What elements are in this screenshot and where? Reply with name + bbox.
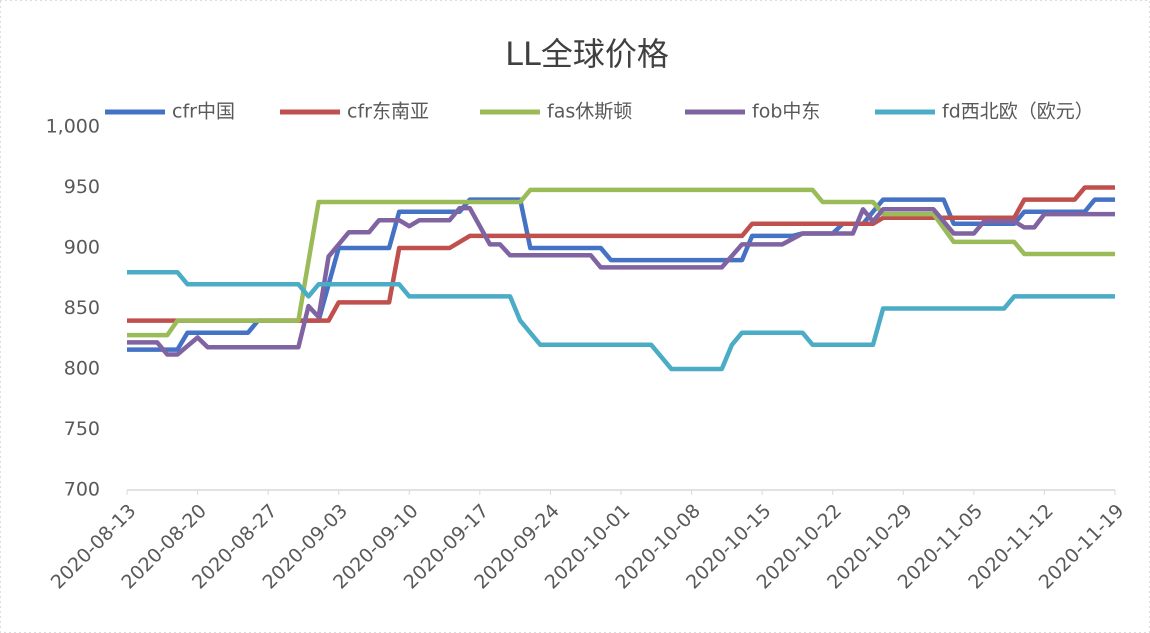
legend-label: fd西北欧（欧元） xyxy=(942,101,1094,123)
y-tick-label: 700 xyxy=(64,479,100,501)
series-line xyxy=(127,197,1115,352)
series-line xyxy=(127,187,1115,338)
series-line xyxy=(127,269,1115,372)
y-tick-label: 850 xyxy=(64,297,100,319)
legend-label: fob中东 xyxy=(752,101,820,123)
legend-label: cfr东南亚 xyxy=(347,101,429,123)
legend-label: cfr中国 xyxy=(172,101,235,123)
y-tick-label: 950 xyxy=(64,176,100,198)
series-line xyxy=(127,205,1115,357)
y-tick-label: 800 xyxy=(64,358,100,380)
y-tick-label: 1,000 xyxy=(46,116,100,138)
y-tick-label: 900 xyxy=(64,237,100,259)
series-line xyxy=(127,185,1115,323)
legend-label: fas休斯顿 xyxy=(547,101,632,123)
chart-title: LL全球价格 xyxy=(505,35,669,73)
y-tick-label: 750 xyxy=(64,418,100,440)
